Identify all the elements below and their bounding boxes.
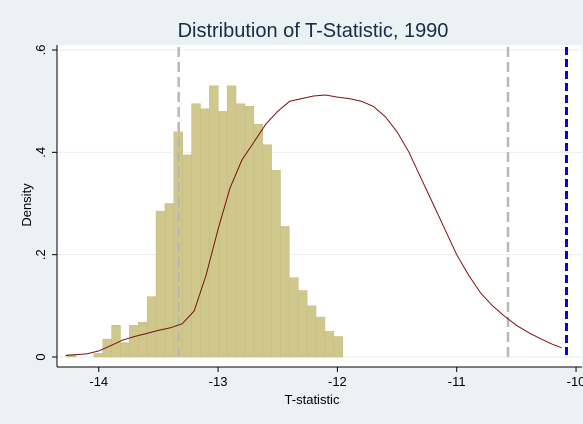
histogram-bar-22	[262, 144, 272, 358]
x-tick-label-2: -12	[328, 374, 347, 389]
histogram-bar-13	[182, 154, 192, 358]
histogram-bar-19	[235, 103, 246, 358]
chart-title: Distribution of T-Statistic, 1990	[178, 20, 449, 42]
x-tick-label-4: -10	[567, 374, 583, 389]
histogram-bar-11	[164, 203, 175, 358]
plot-area	[57, 45, 582, 367]
x-tick-label-1: -13	[209, 374, 228, 389]
histogram-bar-9	[146, 296, 157, 358]
histogram-bar-5	[111, 325, 121, 358]
y-axis-label: Density	[19, 183, 34, 227]
y-tick-label-1: .2	[33, 249, 48, 260]
histogram-bar-4	[102, 338, 112, 358]
histogram-bar-16	[209, 85, 219, 358]
histogram-bar-18	[226, 85, 237, 358]
x-axis-ticks: -14 -13 -12 -11 -10	[89, 367, 583, 389]
histogram-bar-8	[138, 321, 148, 358]
y-tick-label-3: .6	[33, 45, 48, 56]
histogram-bar-10	[155, 210, 166, 358]
histogram-bar-28	[315, 316, 326, 358]
histogram-bar-25	[289, 277, 299, 358]
x-tick-label-3: -11	[448, 374, 466, 389]
histogram-bar-27	[306, 305, 317, 358]
x-tick-label-0: -14	[89, 374, 108, 389]
histogram-bar-21	[253, 123, 263, 358]
histogram-bar-24	[280, 226, 290, 358]
histogram-bar-15	[200, 108, 210, 358]
axes	[56, 45, 582, 368]
y-tick-label-2: .4	[33, 147, 48, 158]
kde-line	[65, 94, 562, 356]
histogram-bar-30	[333, 336, 343, 358]
histogram-bar-26	[298, 290, 308, 358]
histogram-bar-29	[324, 331, 335, 358]
histogram-bar-3	[93, 353, 103, 358]
x-axis-label: T-statistic	[285, 392, 340, 407]
histogram-bar-6	[120, 342, 130, 358]
y-axis-ticks: 0 .2 .4 .6	[33, 45, 57, 361]
histogram-bar-23	[271, 169, 281, 358]
y-tick-label-0: 0	[33, 353, 48, 360]
histogram-bar-14	[191, 103, 201, 358]
histogram-bar-7	[129, 325, 139, 358]
reference-lines	[177, 47, 568, 357]
histogram-bar-17	[218, 111, 228, 358]
